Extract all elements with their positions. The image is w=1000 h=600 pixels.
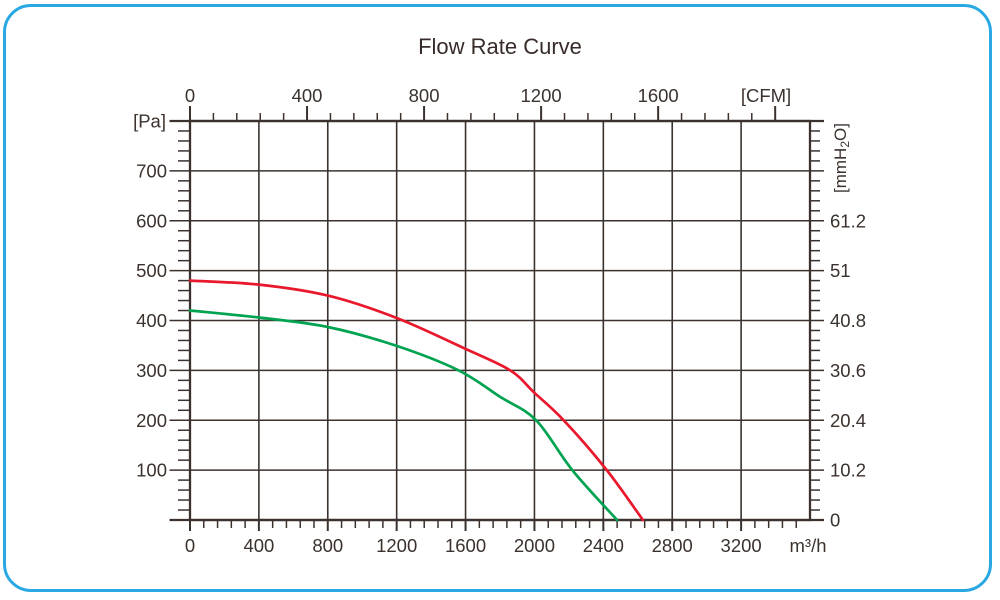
top-axis-unit-label: [CFM] [741,85,791,106]
green-curve [188,309,619,522]
bottom-tick-label: 2800 [652,535,693,556]
right-tick-label: 20.4 [830,410,866,431]
bottom-tick-label: 2400 [583,535,624,556]
right-axis-unit-label: [mmH2O] [831,123,852,193]
left-tick-label: 600 [136,210,167,231]
plot-border [188,119,812,522]
top-tick-label: 1200 [521,85,562,106]
bottom-tick-label: 3200 [721,535,762,556]
bottom-tick-label: 1600 [445,535,486,556]
left-tick-label: 500 [136,260,167,281]
right-tick-label: 40.8 [830,310,866,331]
left-axis-unit-label: [Pa] [133,111,166,132]
left-tick-label: 300 [136,360,167,381]
top-tick-label: 0 [185,85,195,106]
top-axis: 0 400 800 1200 1600 [CFM] [185,85,791,121]
red-curve [188,279,645,522]
right-tick-label: 30.6 [830,360,866,381]
left-tick-label: 200 [136,410,167,431]
bottom-tick-label: 2000 [514,535,555,556]
bottom-axis-unit-label: m³/h [790,535,827,556]
top-tick-label: 800 [409,85,440,106]
right-tick-label: 51 [830,260,851,281]
chart-title: Flow Rate Curve [418,34,582,59]
right-tick-label: 61.2 [830,210,866,231]
right-axis: 0 10.2 20.4 30.6 40.8 51 61.2 [mmH2O] [810,123,866,531]
right-tick-label: 10.2 [830,460,866,481]
bottom-tick-label: 0 [185,535,195,556]
right-tick-label: 0 [830,510,840,531]
bottom-tick-label: 1200 [376,535,417,556]
bottom-axis: 0 400 800 1200 1600 2000 2400 2800 3200 m³/h [185,520,827,556]
top-tick-label: 1600 [638,85,679,106]
left-tick-label: 400 [136,310,167,331]
chart-plot-area: 0 400 800 1200 1600 2000 2400 2800 3200 m³/h0 400 8… [133,85,866,556]
panel-border [3,4,992,592]
grid [169,119,824,522]
left-axis: 100 200 300 400 500 600 700 [Pa] [133,111,190,511]
bottom-tick-label: 800 [312,535,343,556]
left-tick-label: 700 [136,160,167,181]
left-tick-label: 100 [136,460,167,481]
top-tick-label: 400 [292,85,323,106]
bottom-tick-label: 400 [243,535,274,556]
